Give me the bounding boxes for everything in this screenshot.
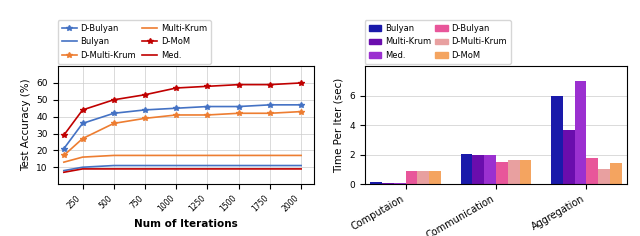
D-Multi-Krum (60, 154, 68, 157)
Med. (79, 168, 86, 170)
Multi-Krum (141, 154, 149, 157)
Y-axis label: Time Per Iter (sec): Time Per Iter (sec) (334, 77, 344, 173)
Line: Med.: Med. (64, 169, 301, 172)
Bar (394, 183, 406, 184)
D-MoM (60, 134, 68, 137)
D-Multi-Krum (235, 112, 243, 115)
Bulyan (235, 164, 243, 167)
D-Multi-Krum (266, 112, 274, 115)
Legend: D-Bulyan, Bulyan, D-Multi-Krum, Multi-Krum, D-MoM, Med.: D-Bulyan, Bulyan, D-Multi-Krum, Multi-Kr… (58, 20, 211, 64)
D-Bulyan (60, 147, 68, 150)
D-Bulyan (141, 109, 149, 111)
D-MoM (266, 83, 274, 86)
Multi-Krum (110, 154, 118, 157)
D-MoM (172, 87, 180, 89)
Med. (141, 168, 149, 170)
D-Bulyan (297, 103, 305, 106)
D-Multi-Krum (204, 114, 211, 116)
Multi-Krum (297, 154, 305, 157)
Bar (610, 163, 622, 184)
Line: D-MoM: D-MoM (61, 80, 304, 138)
X-axis label: Num of Iterations: Num of Iterations (134, 219, 237, 229)
D-Bulyan (110, 112, 118, 115)
D-MoM (204, 85, 211, 88)
Med. (235, 168, 243, 170)
Bar (472, 155, 484, 184)
Med. (204, 168, 211, 170)
D-Bulyan (172, 107, 180, 110)
D-Bulyan (79, 122, 86, 125)
Bulyan (141, 164, 149, 167)
D-Multi-Krum (141, 117, 149, 120)
Bar (598, 169, 610, 184)
Bulyan (110, 164, 118, 167)
Bar (406, 171, 417, 184)
Bar (461, 154, 472, 184)
Bar (551, 96, 563, 184)
Bar (575, 81, 586, 184)
Bulyan (204, 164, 211, 167)
Med. (297, 168, 305, 170)
D-Multi-Krum (172, 114, 180, 116)
Bulyan (266, 164, 274, 167)
D-Bulyan (235, 105, 243, 108)
Bulyan (297, 164, 305, 167)
D-MoM (235, 83, 243, 86)
Med. (110, 168, 118, 170)
Line: Bulyan: Bulyan (64, 165, 301, 171)
Bar (429, 171, 441, 184)
Multi-Krum (235, 154, 243, 157)
Bar (382, 183, 394, 184)
Bar (370, 182, 382, 184)
Bulyan (60, 169, 68, 172)
D-Multi-Krum (110, 122, 118, 125)
Bar (563, 130, 575, 184)
Line: D-Multi-Krum: D-Multi-Krum (61, 109, 304, 158)
Multi-Krum (204, 154, 211, 157)
Med. (172, 168, 180, 170)
Bar (586, 158, 598, 184)
D-Multi-Krum (297, 110, 305, 113)
Legend: Bulyan, Multi-Krum, Med., D-Bulyan, D-Multi-Krum, D-MoM: Bulyan, Multi-Krum, Med., D-Bulyan, D-Mu… (365, 20, 511, 64)
D-Bulyan (266, 103, 274, 106)
Bar (417, 171, 429, 184)
Line: D-Bulyan: D-Bulyan (61, 102, 304, 152)
Multi-Krum (60, 161, 68, 164)
Bar (496, 162, 508, 184)
D-MoM (141, 93, 149, 96)
Bar (484, 155, 496, 184)
D-MoM (79, 109, 86, 111)
Bar (508, 160, 520, 184)
D-MoM (110, 98, 118, 101)
Med. (60, 171, 68, 174)
D-Multi-Krum (79, 137, 86, 140)
Multi-Krum (79, 156, 86, 159)
Bulyan (172, 164, 180, 167)
D-Bulyan (204, 105, 211, 108)
Bulyan (79, 166, 86, 169)
D-MoM (297, 81, 305, 84)
Med. (266, 168, 274, 170)
Multi-Krum (266, 154, 274, 157)
Multi-Krum (172, 154, 180, 157)
Y-axis label: Test Accuracy (%): Test Accuracy (%) (21, 79, 31, 171)
Bar (520, 160, 531, 184)
Line: Multi-Krum: Multi-Krum (64, 156, 301, 162)
